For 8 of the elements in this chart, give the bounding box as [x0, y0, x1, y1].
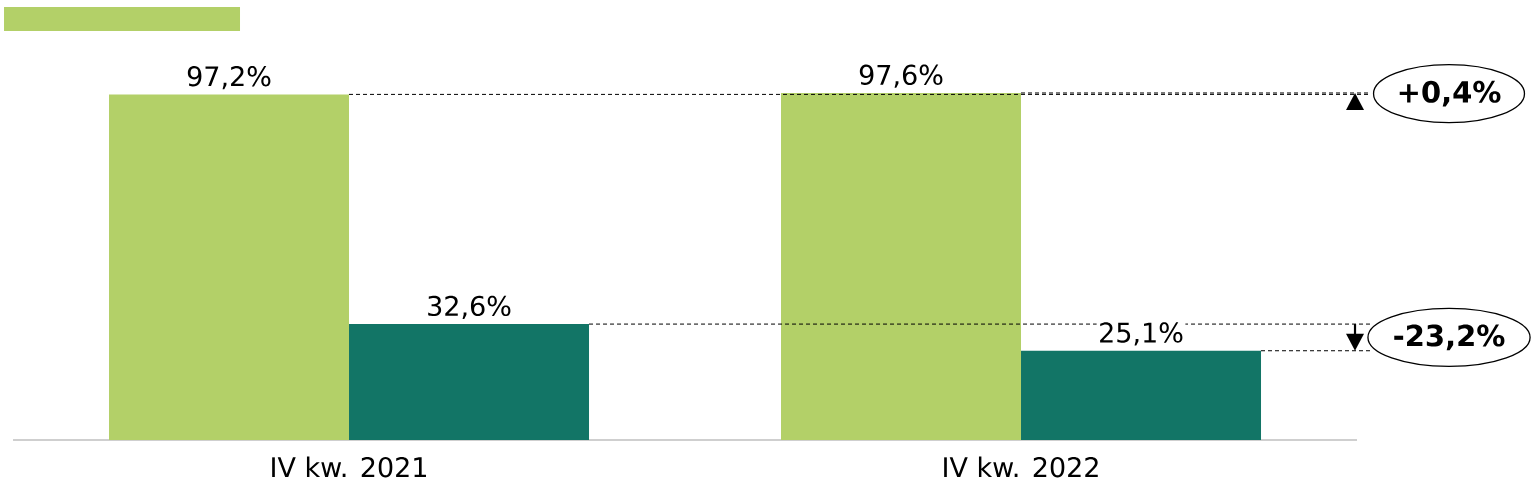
- text: -23,2%: [1394, 324, 1505, 351]
- data-label: 97,6%: [859, 64, 943, 88]
- x-tick-label: IV kw. 2022: [944, 456, 1098, 478]
- data-label: 25,1%: [1100, 322, 1183, 346]
- data-label: 97,2%: [187, 66, 271, 90]
- x-tick-label: IV kw. 2021: [272, 456, 426, 478]
- data-label: 32,6%: [428, 295, 511, 319]
- text: +0,4%: [1399, 80, 1501, 107]
